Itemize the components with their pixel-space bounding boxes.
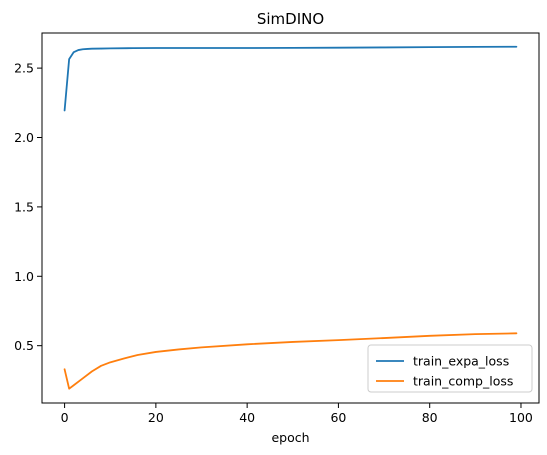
x-axis-label: epoch: [271, 430, 309, 445]
x-axis: 0 20 40 60 80 100: [61, 403, 533, 425]
x-tick-label: 60: [330, 410, 346, 425]
series-layer: [63, 45, 518, 390]
y-axis: 0.5 1.0 1.5 2.0 2.5: [14, 61, 42, 353]
y-tick-label: 0.5: [14, 338, 34, 353]
x-tick-label: 20: [148, 410, 164, 425]
chart-title: SimDINO: [257, 10, 324, 28]
legend-label-train-expa-loss: train_expa_loss: [413, 354, 509, 369]
legend-box: [367, 344, 533, 393]
y-tick-label: 2.5: [14, 61, 34, 76]
y-tick-label: 2.0: [14, 130, 34, 145]
y-tick-label: 1.0: [14, 269, 34, 284]
legend: train_expa_loss train_comp_loss: [367, 344, 533, 393]
x-tick-label: 0: [61, 410, 69, 425]
series-line-train-expa-loss: [63, 45, 518, 112]
x-tick-label: 100: [509, 410, 533, 425]
y-tick-label: 1.5: [14, 199, 34, 214]
x-tick-label: 80: [422, 410, 438, 425]
x-tick-label: 40: [239, 410, 255, 425]
series-line-train-comp-loss: [63, 332, 518, 390]
legend-label-train-comp-loss: train_comp_loss: [413, 374, 513, 389]
